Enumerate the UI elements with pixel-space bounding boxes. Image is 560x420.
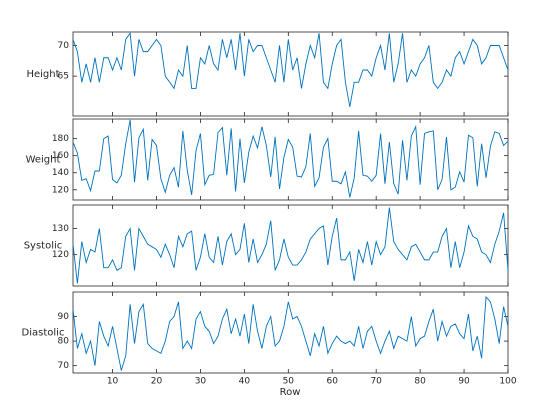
- panel-label: Diastolic: [22, 328, 65, 339]
- x-tick-label: 80: [414, 377, 426, 387]
- data-line: [72, 207, 509, 284]
- panel-label: Weight: [26, 155, 61, 166]
- panel-frame: [72, 31, 509, 117]
- x-tick-label: 90: [458, 377, 470, 387]
- y-tick-label: 120: [52, 250, 69, 260]
- x-tick-label: 40: [239, 377, 251, 387]
- y-tick-label: 120: [52, 185, 69, 195]
- x-tick-label: 100: [499, 377, 516, 387]
- x-tick-label: 50: [283, 377, 295, 387]
- x-tick-label: 70: [370, 377, 382, 387]
- x-tick-label: 30: [195, 377, 207, 387]
- y-tick-label: 90: [58, 312, 70, 322]
- x-axis-label: Row: [280, 387, 301, 398]
- y-tick-label: 80: [58, 337, 70, 347]
- x-tick-label: 20: [151, 377, 163, 387]
- y-tick-label: 70: [58, 41, 70, 51]
- x-tick-label: 60: [327, 377, 339, 387]
- panel-frame: [72, 204, 509, 287]
- data-line: [72, 32, 509, 107]
- panel-label: Height: [26, 69, 59, 80]
- panel-label: Systolic: [24, 241, 63, 252]
- data-line: [72, 119, 509, 198]
- panel-frame: [72, 291, 509, 374]
- x-tick-label: 10: [107, 377, 119, 387]
- y-tick-label: 65: [58, 72, 69, 82]
- y-tick-label: 130: [52, 224, 69, 234]
- y-tick-label: 70: [58, 361, 70, 371]
- data-line: [72, 295, 509, 371]
- panel-frame: [72, 118, 509, 201]
- y-tick-label: 140: [52, 168, 69, 178]
- y-tick-label: 160: [52, 151, 69, 161]
- y-tick-label: 180: [52, 134, 69, 144]
